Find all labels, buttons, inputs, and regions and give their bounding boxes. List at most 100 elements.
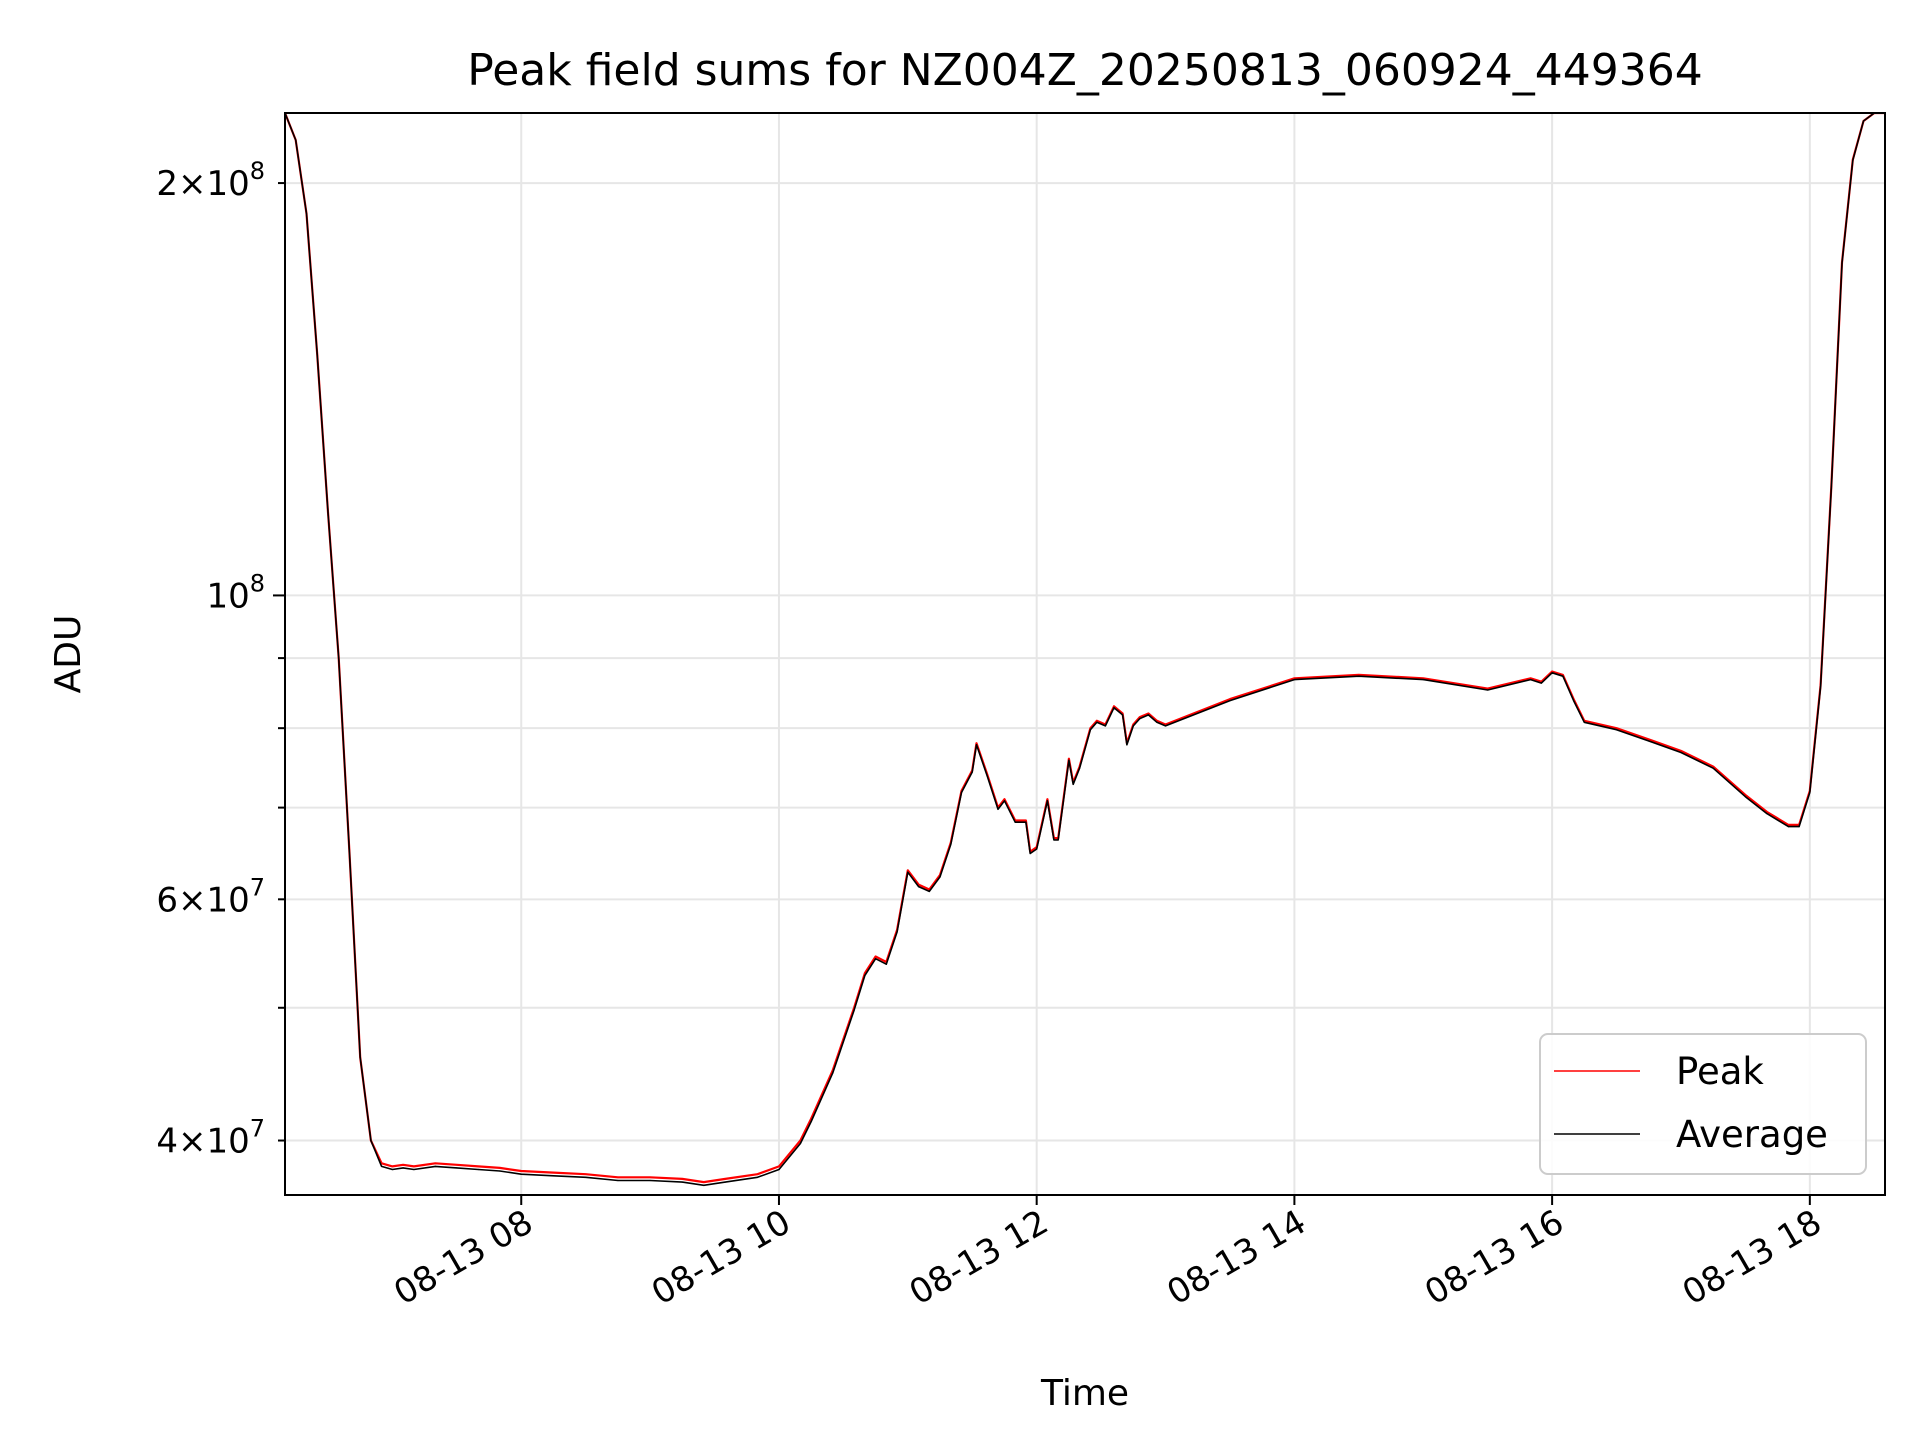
- data-point-average: [477, 1168, 479, 1171]
- data-point-average: [975, 744, 978, 746]
- data-point-average: [499, 1170, 501, 1172]
- data-point-average: [338, 657, 340, 659]
- data-point-average: [1680, 751, 1682, 754]
- data-point-average: [1852, 159, 1854, 161]
- y-tick-exponent: 7: [250, 873, 265, 901]
- data-point-peak: [1766, 811, 1768, 813]
- data-point-peak: [1615, 727, 1618, 729]
- data-point-average: [402, 1167, 404, 1169]
- data-point-average: [1841, 262, 1843, 264]
- data-point-peak: [1003, 798, 1006, 800]
- y-tick-times: ×: [178, 1122, 207, 1162]
- data-point-average: [1293, 679, 1295, 681]
- y-tick-exponent: 8: [250, 157, 265, 185]
- y-tick-times: ×: [178, 164, 207, 204]
- data-point-average: [864, 974, 866, 977]
- series-line-average: [285, 113, 1885, 1187]
- data-point-peak: [1648, 738, 1650, 741]
- data-point-peak: [434, 1162, 436, 1164]
- y-tick-label: 108: [206, 569, 265, 616]
- data-point-peak: [649, 1176, 651, 1178]
- data-point-average: [960, 791, 963, 794]
- data-point-peak: [681, 1178, 683, 1180]
- data-point-average: [1014, 821, 1016, 823]
- chart-title: Peak field sums for NZ004Z_20250813_0609…: [467, 45, 1703, 96]
- legend: Peak Average: [1539, 1033, 1867, 1175]
- data-point-average: [327, 511, 329, 513]
- data-point-average: [520, 1173, 522, 1175]
- data-point-average: [703, 1184, 705, 1186]
- data-point-average: [391, 1168, 393, 1171]
- data-point-average: [875, 958, 877, 960]
- data-point-average: [950, 843, 952, 846]
- data-point-average: [295, 139, 297, 141]
- data-point-average: [756, 1176, 759, 1178]
- data-point-average: [359, 1056, 361, 1058]
- data-point-average: [1046, 800, 1048, 802]
- data-point-average: [585, 1176, 587, 1178]
- data-point-peak: [975, 742, 978, 744]
- data-point-peak: [1147, 712, 1149, 715]
- data-point-average: [1003, 800, 1006, 802]
- legend-label-peak: Peak: [1676, 1050, 1764, 1093]
- data-point-average: [1540, 682, 1542, 684]
- data-point-peak: [1113, 705, 1115, 707]
- data-point-average: [810, 1120, 812, 1123]
- data-point-peak: [799, 1139, 802, 1142]
- data-point-average: [1156, 721, 1158, 723]
- x-axis-label: Time: [1040, 1373, 1129, 1414]
- data-point-average: [1551, 672, 1553, 674]
- data-point-average: [1068, 759, 1070, 761]
- data-point-peak: [402, 1164, 404, 1166]
- data-point-peak: [617, 1176, 619, 1178]
- data-point-average: [434, 1165, 436, 1167]
- data-point-average: [1057, 839, 1059, 841]
- data-point-average: [1072, 783, 1074, 785]
- data-point-peak: [1744, 794, 1746, 796]
- data-point-average: [832, 1072, 834, 1074]
- y-tick-times: ×: [178, 880, 207, 920]
- data-point-average: [1025, 821, 1027, 823]
- data-point-average: [413, 1168, 415, 1171]
- data-point-average: [928, 890, 930, 893]
- data-point-peak: [1787, 824, 1789, 826]
- data-point-peak: [499, 1167, 501, 1169]
- data-point-peak: [1293, 677, 1295, 679]
- data-point-peak: [1680, 750, 1682, 752]
- data-point-peak: [703, 1181, 705, 1183]
- data-point-average: [799, 1142, 802, 1145]
- data-point-average: [971, 771, 973, 773]
- legend-box: [1539, 1033, 1867, 1175]
- data-point-average: [1104, 725, 1106, 727]
- y-tick-base: 10: [206, 164, 249, 204]
- data-point-average: [1766, 813, 1768, 815]
- data-point-average: [1079, 767, 1081, 769]
- data-point-peak: [391, 1165, 393, 1167]
- data-point-average: [1139, 718, 1141, 720]
- data-point-average: [381, 1165, 383, 1167]
- data-point-average: [1583, 721, 1585, 723]
- data-point-peak: [1068, 758, 1070, 760]
- data-point-average: [986, 775, 988, 777]
- y-tick-exponent: 8: [250, 569, 265, 597]
- data-point-average: [778, 1168, 780, 1171]
- y-tick-base: 10: [206, 576, 249, 616]
- data-point-average: [1053, 839, 1055, 841]
- data-point-average: [316, 353, 318, 355]
- data-point-average: [1229, 700, 1231, 702]
- data-point-peak: [756, 1173, 759, 1175]
- data-point-peak: [1046, 798, 1048, 800]
- data-point-average: [1787, 826, 1789, 828]
- data-point-average: [552, 1175, 555, 1177]
- data-point-average: [649, 1179, 651, 1182]
- data-point-average: [1126, 744, 1128, 746]
- data-point-average: [724, 1181, 726, 1183]
- data-point-average: [997, 808, 999, 810]
- data-point-average: [853, 1009, 855, 1011]
- data-point-average: [1862, 120, 1865, 122]
- data-point-peak: [778, 1165, 780, 1167]
- data-point-average: [681, 1181, 683, 1183]
- data-point-average: [1530, 679, 1532, 681]
- data-point-peak: [1229, 698, 1231, 700]
